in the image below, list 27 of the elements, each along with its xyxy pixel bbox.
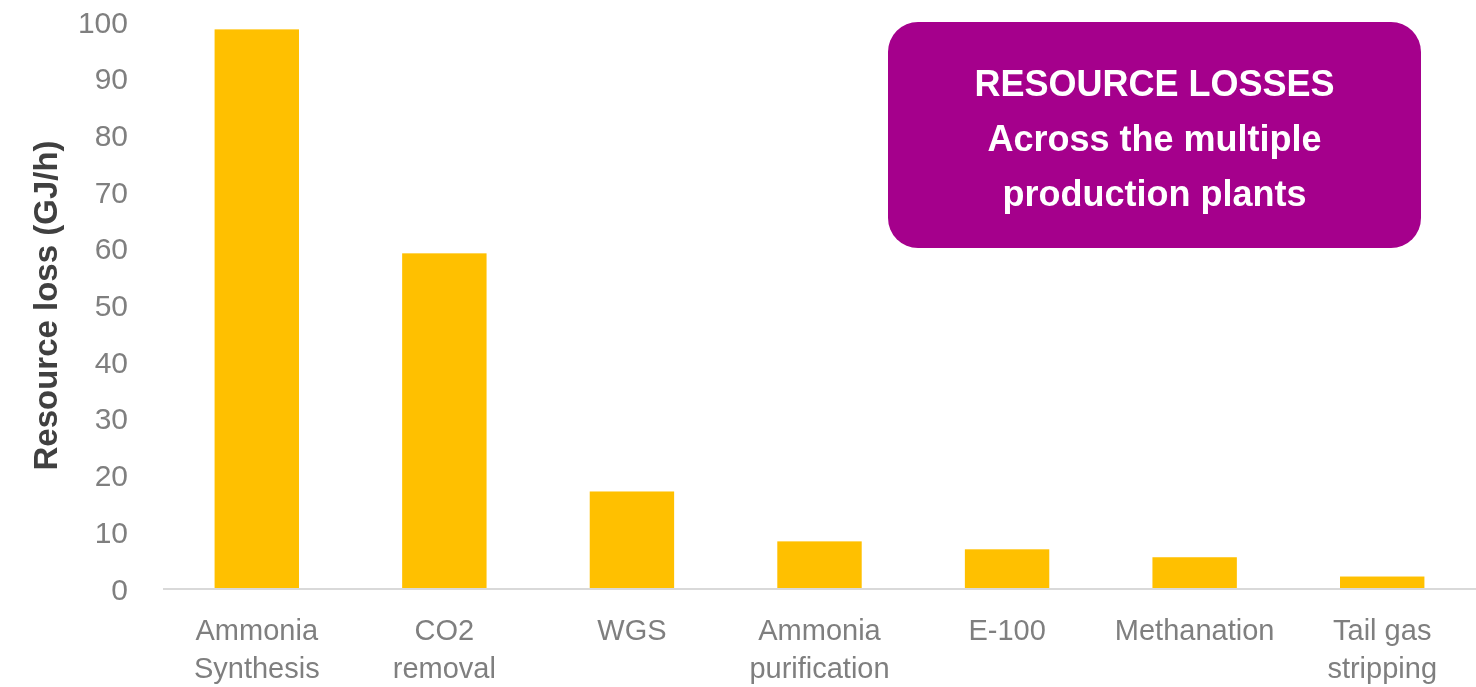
y-tick-label: 40 [94,345,128,379]
x-tick-label: WGS [597,614,667,646]
bar [1152,557,1237,589]
y-tick-label: 70 [94,175,128,209]
y-tick-label: 0 [111,572,128,606]
y-tick-label: 30 [94,402,128,436]
text: RESOURCE LOSSES [974,63,1335,104]
text: Across the multiple production plants [987,118,1322,214]
y-tick-label: 60 [94,232,128,266]
bar [402,253,487,589]
x-tick-label: Tail gas stripping [1327,614,1438,684]
x-tick-label: Ammonia Synthesis [193,614,320,684]
bar [777,541,862,589]
y-tick-label: 80 [94,118,128,152]
y-tick-label: 50 [94,289,128,322]
x-tick-label: Ammonia purification [749,614,890,684]
x-tick-label: Methanation [1114,614,1275,646]
y-axis-title: Resource loss (GJ/h) [26,140,64,471]
bar [214,29,299,589]
bar [964,549,1050,589]
x-tick-label: CO2 removal [392,614,496,684]
y-tick-label: 100 [77,5,128,39]
y-tick-label: 20 [94,459,128,493]
y-tick-label: 10 [94,515,128,549]
bar [589,491,675,589]
y-tick-label: 90 [94,62,128,96]
x-tick-label: E-100 [968,614,1046,646]
